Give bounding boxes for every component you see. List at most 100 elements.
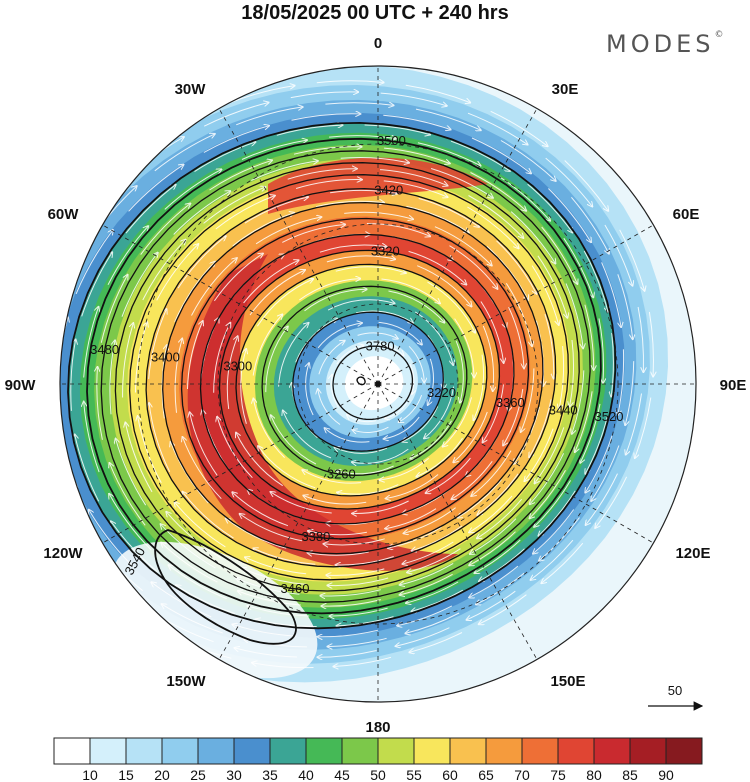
graticule: [60, 66, 696, 702]
streamline-arrow: [183, 492, 234, 539]
contour-3420: [145, 187, 557, 568]
streamline-arrow: [625, 361, 635, 425]
streamline-arrow: [580, 403, 601, 463]
streamline-arrow: [611, 332, 613, 397]
streamline-arrow: [291, 114, 361, 121]
streamline-arrow: [245, 557, 307, 575]
streamline-arrow: [109, 340, 115, 415]
colorbar-label: 90: [658, 767, 674, 782]
streamline-arrow: [215, 196, 275, 230]
streamline-arrow: [337, 484, 399, 494]
streamline-arrow: [330, 190, 397, 193]
contour-3220: [292, 311, 444, 452]
pole-minimum-contour: [356, 376, 366, 386]
streamline-arrow: [426, 457, 471, 493]
streamline-arrow: [238, 591, 301, 606]
wind-band: [344, 356, 404, 411]
streamline-arrow: [258, 446, 316, 489]
streamline-arrow: [527, 183, 573, 232]
reference-vector: 50: [648, 683, 704, 711]
lon-label-150e: 150E: [550, 673, 585, 690]
streamline-arrow: [329, 136, 396, 139]
streamline-arrow: [135, 322, 148, 393]
colorbar-label: 80: [586, 767, 602, 782]
streamline-arrow: [412, 525, 463, 551]
streamline-arrow: [161, 524, 216, 569]
longitude-labels: 0 30E 60E 90E 120E 150E 180 150W 120W 90…: [5, 35, 747, 736]
streamline-arrow: [510, 211, 555, 264]
streamline-arrow: [187, 321, 203, 390]
streamline-arrow: [477, 473, 519, 515]
streamline-arrow: [128, 165, 184, 212]
streamline-arrow: [125, 423, 153, 493]
streamline-arrow: [255, 217, 321, 245]
contour-3480: [100, 150, 591, 603]
colorbar-label: 15: [118, 767, 134, 782]
streamline-arrow: [476, 572, 525, 604]
streamline-arrow: [453, 411, 488, 462]
streamline-arrow: [324, 538, 385, 545]
streamline-arrow: [156, 244, 199, 301]
streamline-arrow: [276, 125, 343, 136]
jet-core-north: [268, 157, 488, 214]
colorbar-label: 75: [550, 767, 566, 782]
streamline-arrow: [544, 314, 554, 378]
streamline-arrow: [89, 510, 134, 568]
streamline-arrow: [75, 230, 113, 295]
streamline-arrow: [161, 543, 218, 583]
streamline-arrow: [252, 663, 314, 669]
lon-label-90e: 90E: [720, 377, 747, 394]
streamline-arrow: [408, 250, 467, 284]
streamline-arrow: [111, 521, 158, 573]
streamline-arrow: [97, 367, 103, 440]
streamline-arrow: [318, 629, 379, 637]
streamline-arrow: [319, 245, 387, 253]
streamline-arrow: [109, 494, 152, 551]
streamline-arrow: [468, 195, 524, 238]
streamline-arrow: [559, 346, 565, 409]
streamline-arrow: [648, 311, 653, 377]
streamline-arrow: [378, 321, 422, 344]
colorbar-swatch: [233, 737, 271, 765]
streamline-arrow: [508, 306, 524, 368]
streamline-arrow: [584, 304, 594, 370]
streamline-arrow: [287, 169, 357, 180]
streamline-arrow: [308, 531, 367, 536]
streamline-arrow: [226, 519, 287, 549]
streamline-arrow: [379, 169, 448, 186]
streamline-arrow: [434, 226, 492, 266]
colorbar-swatch: [557, 737, 595, 765]
streamline-arrow: [149, 403, 171, 473]
meridian: [218, 383, 379, 660]
contour-label-3420: 3420: [374, 182, 403, 197]
lon-label-180: 180: [365, 719, 390, 736]
streamline-arrow: [604, 224, 633, 286]
streamline-arrow: [253, 548, 316, 565]
streamline-arrow: [290, 92, 358, 99]
streamline-arrow: [585, 435, 613, 493]
streamline-arrow: [183, 437, 222, 500]
streamline-arrow: [173, 191, 231, 235]
lon-label-120e: 120E: [675, 545, 710, 562]
streamline-arrow: [407, 548, 461, 573]
streamline-arrow: [271, 415, 317, 465]
lon-label-0: 0: [374, 35, 382, 52]
streamline-arrow: [162, 604, 223, 634]
streamline-arrow: [320, 589, 381, 596]
streamline-arrow: [408, 345, 424, 382]
streamline-arrow: [428, 358, 434, 405]
colorbar-swatch: [485, 737, 523, 765]
streamline-arrow: [190, 412, 218, 476]
streamline-arrow: [529, 399, 552, 458]
streamline-arrow: [467, 590, 516, 620]
streamline-arrow: [330, 607, 388, 616]
colorbar-swatch: [53, 737, 91, 765]
streamline-arrow: [121, 253, 158, 317]
colorbar-swatch: [161, 737, 199, 765]
streamline-arrow: [278, 323, 309, 387]
streamline-arrow: [386, 474, 439, 499]
contour-label-3460: 3460: [281, 581, 310, 596]
streamline-arrow: [415, 311, 453, 365]
contour-3440: [128, 174, 569, 581]
streamline-arrow: [450, 140, 510, 171]
